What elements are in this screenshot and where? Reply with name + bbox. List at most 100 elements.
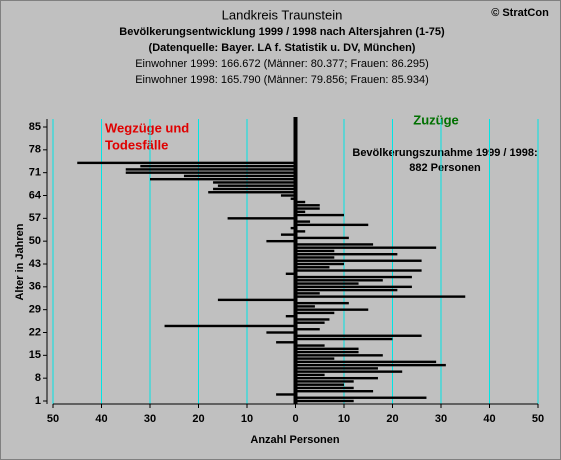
bar <box>295 354 383 357</box>
bar <box>295 204 320 207</box>
subtitle: Bevölkerungsentwicklung 1999 / 1998 nach… <box>119 26 445 38</box>
bar <box>295 337 393 341</box>
bar <box>295 259 422 262</box>
bar <box>276 341 296 344</box>
bar <box>295 253 398 256</box>
annotation: Todesfälle <box>105 137 168 152</box>
bar <box>295 282 359 285</box>
bar <box>295 350 359 354</box>
bar <box>295 301 349 305</box>
info: Einwohner 1998: 165.790 (Männer: 79.856;… <box>135 74 429 86</box>
y-tick-label: 50 <box>29 235 41 247</box>
bar <box>208 191 296 194</box>
annotation: 882 Personen <box>409 162 481 174</box>
bar <box>140 164 296 168</box>
bar <box>295 399 354 403</box>
bar <box>295 223 369 227</box>
bar <box>295 249 335 253</box>
bar <box>295 200 306 204</box>
bar <box>295 210 306 214</box>
bar <box>276 393 296 396</box>
copyright: © StratCon <box>491 7 549 19</box>
x-tick-label: 10 <box>241 413 253 425</box>
bar <box>77 161 296 165</box>
bar <box>295 288 398 292</box>
zero-line <box>293 117 298 404</box>
y-tick-label: 71 <box>29 167 41 179</box>
bar <box>280 233 296 236</box>
x-tick-label: 30 <box>435 413 447 425</box>
bar <box>295 308 369 311</box>
bar <box>295 305 315 308</box>
bar <box>295 367 378 370</box>
bar <box>290 197 296 200</box>
bar <box>213 187 296 191</box>
annotation: Wegzüge und <box>105 120 189 135</box>
bar <box>217 298 296 302</box>
bar <box>295 370 403 373</box>
bar <box>295 360 437 364</box>
bar <box>164 324 296 328</box>
bar <box>295 386 354 390</box>
bar <box>295 207 320 210</box>
bar <box>295 347 359 351</box>
bar <box>295 344 325 347</box>
bar <box>150 177 296 181</box>
y-tick-label: 36 <box>29 281 41 293</box>
bar <box>295 220 311 223</box>
bar <box>227 217 296 220</box>
bar <box>217 184 296 187</box>
chart-title: Landkreis Traunstein <box>222 7 343 22</box>
bar <box>285 314 296 318</box>
y-tick-label: 78 <box>29 144 41 156</box>
bar <box>295 243 374 246</box>
y-axis-label: Alter in Jahren <box>14 223 26 300</box>
x-tick-label: 20 <box>386 413 398 425</box>
x-tick-label: 30 <box>144 413 156 425</box>
bar <box>295 269 422 272</box>
bar <box>295 236 349 240</box>
bar <box>295 376 378 380</box>
bar <box>295 390 374 393</box>
bar <box>295 230 306 233</box>
y-tick-label: 57 <box>29 212 41 224</box>
bar <box>295 383 344 386</box>
bar <box>295 295 466 298</box>
x-tick-label: 40 <box>483 413 495 425</box>
bar <box>295 334 422 337</box>
x-tick-label: 40 <box>95 413 107 425</box>
bar <box>295 328 320 331</box>
bar <box>266 331 296 334</box>
y-tick-label: 8 <box>35 372 41 384</box>
bar <box>295 246 437 249</box>
bar <box>295 292 320 295</box>
bar <box>295 279 383 282</box>
bar <box>295 363 446 367</box>
y-tick-label: 15 <box>29 349 41 361</box>
bar <box>290 226 296 230</box>
x-tick-label: 50 <box>532 413 544 425</box>
bar <box>183 174 296 178</box>
bar <box>295 262 344 266</box>
x-axis-label: Anzahl Personen <box>250 434 340 446</box>
y-tick-label: 43 <box>29 258 41 270</box>
x-tick-label: 20 <box>192 413 204 425</box>
bar <box>295 396 427 399</box>
source: (Datenquelle: Bayer. LA f. Statistik u. … <box>149 42 416 54</box>
bar <box>285 272 296 275</box>
bar <box>295 285 412 289</box>
info: Einwohner 1999: 166.672 (Männer: 80.377;… <box>135 58 429 70</box>
bar <box>295 373 325 377</box>
bar <box>125 171 296 174</box>
y-tick-label: 85 <box>29 121 41 133</box>
annotation: Bevölkerungszunahme 1999 / 1998: <box>352 147 537 159</box>
bar <box>266 239 296 243</box>
bar <box>295 321 325 324</box>
y-tick-label: 64 <box>29 189 42 201</box>
bar <box>295 357 335 360</box>
bar <box>295 318 330 321</box>
annotation: Zuzüge <box>413 112 459 127</box>
y-tick-label: 22 <box>29 326 41 338</box>
bar <box>295 266 330 269</box>
